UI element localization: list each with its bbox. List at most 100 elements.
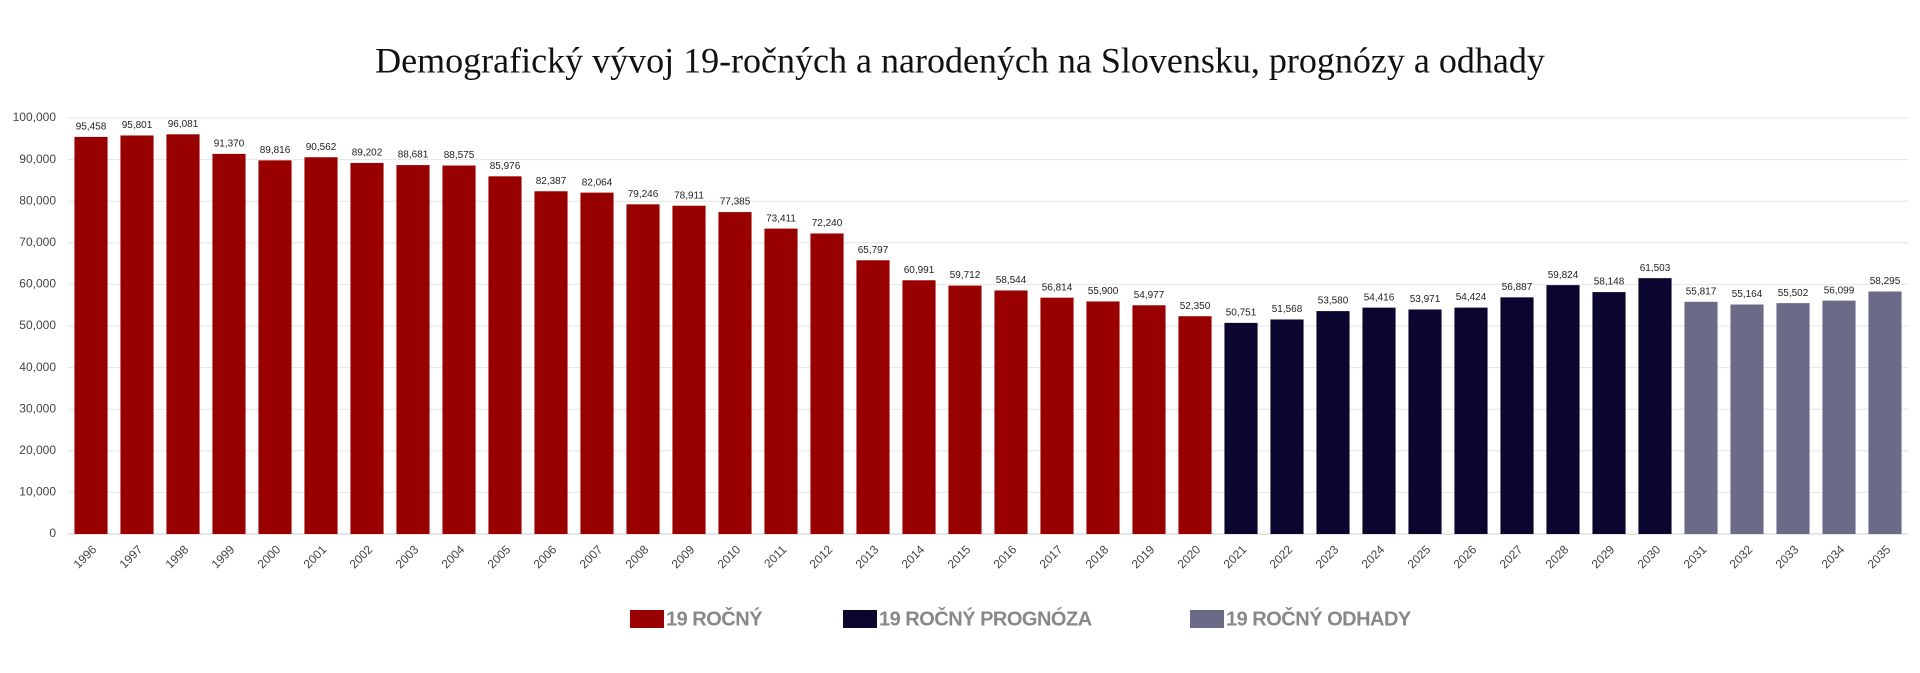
x-tick-label: 2034	[1819, 542, 1848, 571]
bar	[1500, 297, 1534, 534]
value-label: 89,202	[352, 148, 383, 159]
bar	[74, 136, 108, 534]
x-tick-label: 2001	[301, 542, 330, 571]
bar	[1730, 304, 1764, 534]
value-label: 56,099	[1824, 285, 1855, 296]
y-tick-label: 100,000	[13, 110, 57, 124]
value-label: 53,971	[1410, 294, 1441, 305]
y-tick-label: 0	[49, 526, 56, 540]
value-label: 55,900	[1088, 286, 1119, 297]
bar	[396, 165, 430, 534]
bar	[626, 204, 660, 534]
value-label: 79,246	[628, 189, 659, 200]
x-tick-label: 2007	[577, 542, 606, 571]
x-tick-label: 2003	[393, 542, 422, 571]
value-label: 59,712	[950, 270, 981, 281]
value-label: 54,424	[1456, 292, 1487, 303]
x-tick-label: 2017	[1037, 542, 1066, 571]
x-tick-label: 1997	[117, 542, 146, 571]
x-tick-label: 2028	[1543, 542, 1572, 571]
value-label: 56,814	[1042, 282, 1073, 293]
value-label: 91,370	[214, 139, 245, 150]
value-label: 82,064	[582, 177, 613, 188]
bar	[1178, 316, 1212, 534]
value-label: 88,575	[444, 150, 475, 161]
bar	[534, 191, 568, 534]
bar	[1132, 305, 1166, 534]
x-tick-label: 2009	[669, 542, 698, 571]
value-label: 85,976	[490, 161, 521, 172]
x-tick-label: 2013	[853, 542, 882, 571]
y-tick-label: 30,000	[19, 401, 56, 415]
legend-swatch	[630, 610, 664, 628]
value-label: 78,911	[674, 190, 704, 201]
bar	[212, 153, 246, 534]
value-label: 53,580	[1318, 296, 1349, 307]
value-label: 60,991	[904, 265, 935, 276]
bar	[1454, 307, 1488, 534]
bar	[856, 260, 890, 534]
value-label: 55,502	[1778, 288, 1809, 299]
x-tick-label: 2026	[1451, 542, 1480, 571]
x-tick-label: 2021	[1221, 542, 1250, 571]
bar	[1408, 309, 1442, 534]
y-tick-label: 80,000	[19, 193, 56, 207]
bar	[1776, 303, 1810, 534]
x-tick-label: 2030	[1635, 542, 1664, 571]
bar	[1592, 292, 1626, 534]
x-tick-label: 2033	[1773, 542, 1802, 571]
value-label: 65,797	[858, 245, 889, 256]
value-label: 54,977	[1134, 290, 1165, 301]
bar	[1822, 300, 1856, 534]
x-tick-label: 2015	[945, 542, 974, 571]
x-tick-label: 2006	[531, 542, 560, 571]
bar	[580, 192, 614, 534]
value-label: 82,387	[536, 176, 567, 187]
bar	[1316, 311, 1350, 534]
value-label: 61,503	[1640, 263, 1671, 274]
bar	[994, 290, 1028, 534]
y-tick-label: 70,000	[19, 235, 56, 249]
value-label: 58,148	[1594, 277, 1625, 288]
value-label: 59,824	[1548, 270, 1579, 281]
bar	[442, 165, 476, 534]
x-tick-label: 2020	[1175, 542, 1204, 571]
bar	[810, 233, 844, 534]
x-tick-label: 2010	[715, 542, 744, 571]
value-label: 96,081	[168, 119, 199, 130]
bar	[1546, 285, 1580, 534]
value-label: 55,817	[1686, 286, 1717, 297]
x-tick-label: 2031	[1681, 542, 1710, 571]
y-tick-label: 50,000	[19, 318, 56, 332]
legend-label: 19 ROČNÝ PROGNÓZA	[879, 606, 1092, 630]
bar	[1270, 319, 1304, 534]
value-label: 77,385	[720, 197, 751, 208]
y-tick-label: 40,000	[19, 360, 56, 374]
value-label: 95,801	[122, 120, 153, 131]
x-tick-label: 2005	[485, 542, 514, 571]
y-tick-label: 60,000	[19, 277, 56, 291]
bar	[1040, 297, 1074, 534]
x-tick-label: 1996	[71, 542, 100, 571]
bar	[350, 162, 384, 534]
x-tick-label: 2011	[761, 542, 789, 570]
bar	[1362, 307, 1396, 534]
y-tick-label: 90,000	[19, 152, 56, 166]
value-label: 51,568	[1272, 304, 1303, 315]
legend-swatch	[843, 610, 877, 628]
value-label: 50,751	[1226, 308, 1257, 319]
legend-label: 19 ROČNÝ ODHADY	[1226, 606, 1412, 630]
x-tick-label: 2008	[623, 542, 652, 571]
value-label: 54,416	[1364, 292, 1395, 303]
x-tick-label: 2027	[1497, 542, 1526, 571]
legend-label: 19 ROČNÝ	[666, 606, 763, 630]
bar	[1224, 322, 1258, 534]
x-tick-label: 2025	[1405, 542, 1434, 571]
value-label: 58,544	[996, 275, 1027, 286]
bar	[764, 228, 798, 535]
chart-title: Demografický vývoj 19-ročných a narodený…	[375, 40, 1545, 80]
x-tick-label: 2035	[1865, 542, 1894, 571]
x-tick-label: 2004	[439, 542, 468, 571]
bar	[488, 176, 522, 534]
